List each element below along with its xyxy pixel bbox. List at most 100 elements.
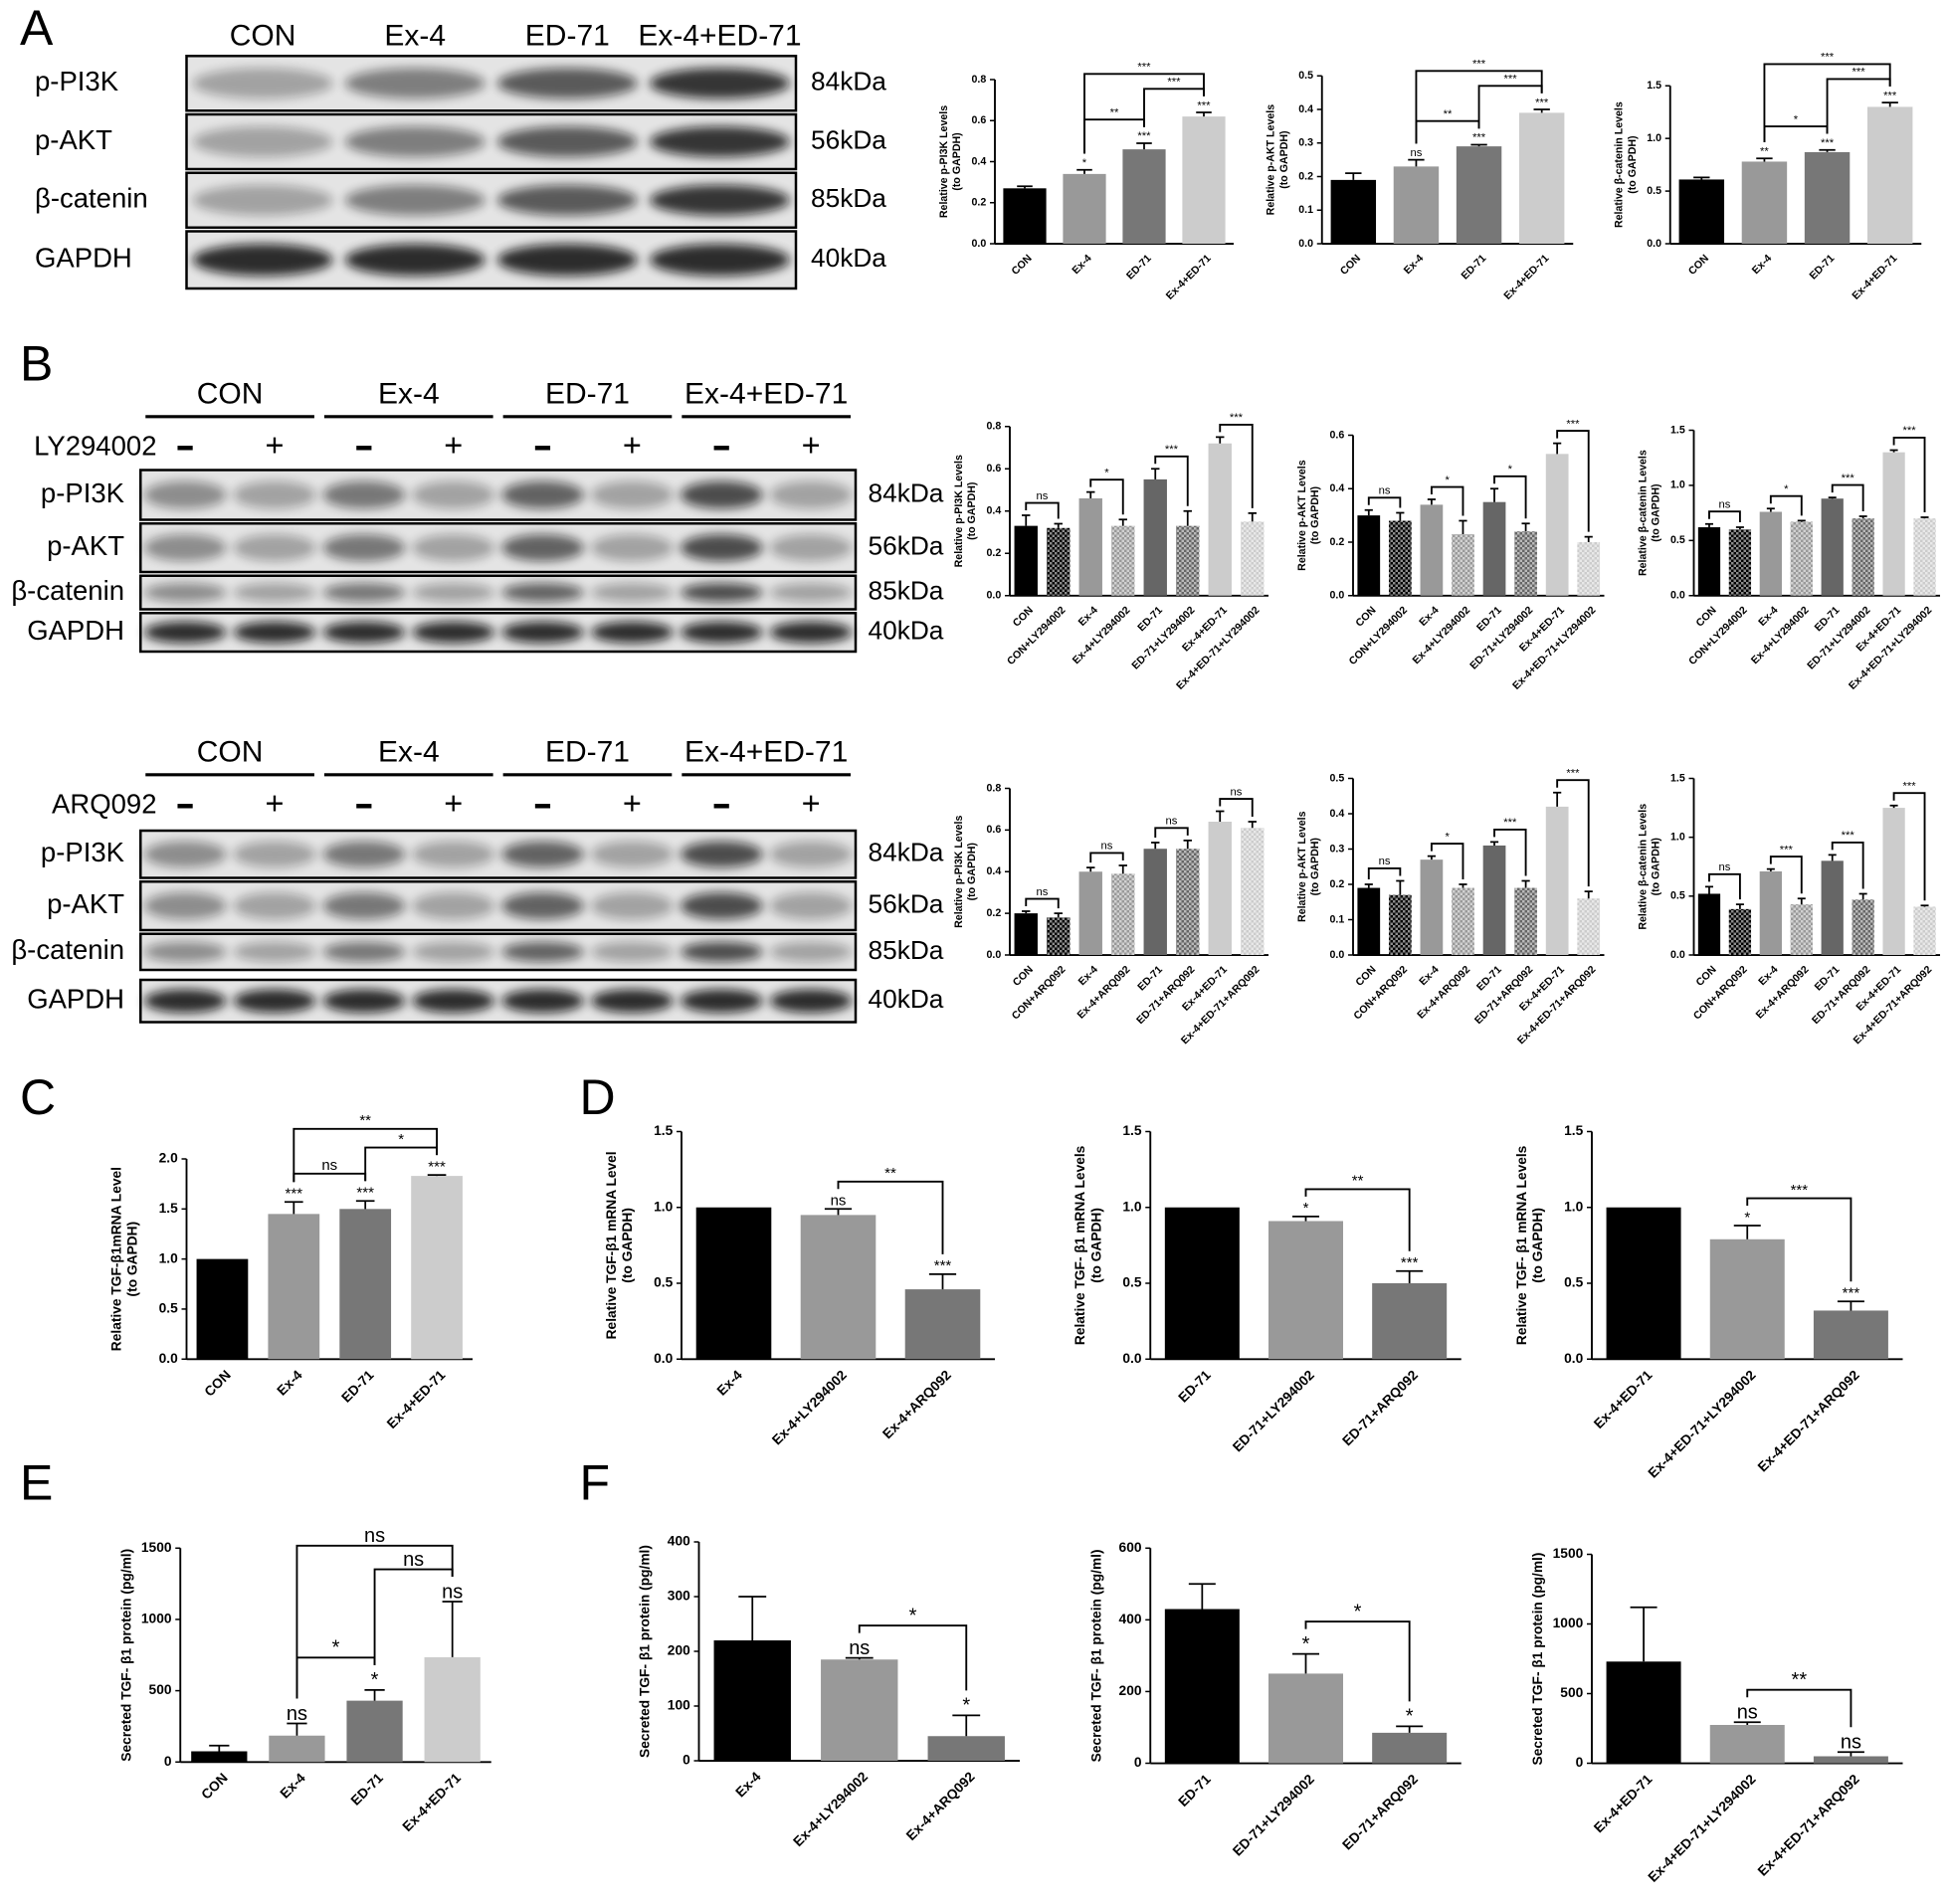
bar bbox=[424, 1656, 481, 1763]
blot-band bbox=[680, 621, 763, 644]
bar bbox=[1268, 1221, 1343, 1360]
error-bar bbox=[1889, 449, 1898, 453]
bar bbox=[1357, 515, 1381, 596]
y-tick-label: 500 bbox=[1560, 1685, 1583, 1700]
group-label: CON bbox=[230, 19, 296, 52]
significance-label: * bbox=[1354, 1601, 1362, 1622]
blot-band bbox=[322, 480, 406, 509]
significance-label: *** bbox=[1902, 425, 1916, 437]
y-axis-label: Relative β-catenin Levels bbox=[1614, 101, 1626, 228]
group-label: Ex-4+ED-71 bbox=[684, 735, 848, 768]
x-tick-label: ED-71 bbox=[348, 1770, 386, 1808]
significance-bracket bbox=[837, 1180, 944, 1254]
bar bbox=[1063, 173, 1106, 244]
y-tick-label: 0.2 bbox=[972, 197, 987, 209]
significance-bracket bbox=[1746, 1197, 1852, 1282]
y-tick-label: 0.6 bbox=[987, 824, 1002, 836]
y-tick-label: 0.4 bbox=[1330, 808, 1345, 820]
significance-label: * bbox=[1744, 1209, 1750, 1226]
blot-band bbox=[501, 989, 584, 1014]
bar bbox=[1759, 870, 1782, 955]
significance-bracket bbox=[1304, 1188, 1411, 1251]
minus-sign: - bbox=[354, 782, 374, 824]
bar bbox=[1372, 1283, 1448, 1360]
error-bar bbox=[427, 1174, 447, 1177]
y-tick-label: 0.0 bbox=[972, 238, 987, 250]
blot-band bbox=[680, 891, 763, 920]
y-tick-label: 0.8 bbox=[987, 782, 1002, 794]
blot-band bbox=[143, 480, 227, 509]
x-tick-label: Ex-4+LY294002 bbox=[790, 1769, 871, 1849]
significance-bracket bbox=[1769, 856, 1803, 894]
y-axis-label: Relative β-catenin Levels bbox=[1637, 450, 1649, 576]
blot-band bbox=[192, 126, 333, 157]
blot-band bbox=[501, 480, 584, 509]
x-tick-label: Ex-4 bbox=[1076, 964, 1100, 988]
y-tick-label: 0.5 bbox=[1670, 534, 1685, 546]
significance-label: *** bbox=[1842, 473, 1855, 484]
panel-label: E bbox=[20, 1455, 53, 1511]
blot-band bbox=[192, 68, 333, 99]
bar bbox=[1545, 454, 1569, 596]
blot-band bbox=[412, 891, 495, 920]
error-bar bbox=[1693, 176, 1710, 180]
error-bar bbox=[1733, 1225, 1761, 1239]
minus-sign: - bbox=[533, 782, 553, 824]
y-tick-label: 1.0 bbox=[654, 1199, 673, 1214]
y-axis-label: Secreted TGF- β1 protein (pg/ml) bbox=[1530, 1553, 1545, 1766]
error-bar bbox=[1188, 1583, 1216, 1610]
significance-bracket bbox=[1304, 1620, 1411, 1702]
y-tick-label: 0.0 bbox=[1298, 238, 1313, 250]
y-tick-label: 0 bbox=[164, 1754, 172, 1769]
bar bbox=[196, 1258, 249, 1360]
size-label: 56kDa bbox=[811, 124, 886, 154]
bar bbox=[1456, 146, 1502, 244]
x-tick-label: Ex-4 bbox=[1756, 964, 1780, 988]
protein-label: β-catenin bbox=[11, 575, 124, 606]
significance-bracket bbox=[1493, 828, 1527, 876]
x-tick-label: Ex-4+ED-71 bbox=[1591, 1772, 1656, 1836]
group-label: Ex-4 bbox=[378, 377, 440, 410]
y-tick-label: 0 bbox=[682, 1753, 690, 1768]
blot-band bbox=[591, 841, 674, 868]
significance-bracket bbox=[1763, 125, 1829, 143]
y-tick-label: 1.5 bbox=[1122, 1123, 1141, 1138]
x-tick-label: ED-71+ARQ092 bbox=[1339, 1367, 1421, 1448]
y-tick-label: 0.0 bbox=[159, 1351, 178, 1366]
bar bbox=[1357, 887, 1381, 955]
significance-bracket bbox=[1708, 872, 1741, 900]
error-bar bbox=[1054, 522, 1063, 528]
significance-label: * bbox=[1784, 483, 1789, 495]
bar bbox=[1697, 893, 1721, 955]
y-tick-label: 0.4 bbox=[1298, 103, 1313, 115]
x-tick-label: Ex-4+ED-71+ARQ092 bbox=[1755, 1367, 1862, 1474]
significance-label: *** bbox=[1842, 830, 1855, 842]
blot-band bbox=[680, 941, 763, 963]
blot-band bbox=[412, 533, 495, 562]
y-axis-label: Secreted TGF- β1 protein (pg/ml) bbox=[118, 1549, 133, 1762]
y-axis-label: Secreted TGF- β1 protein (pg/ml) bbox=[638, 1545, 653, 1758]
significance-bracket bbox=[1769, 494, 1803, 516]
protein-label: p-AKT bbox=[47, 888, 124, 919]
y-tick-label: 0.3 bbox=[1330, 843, 1345, 855]
blot-band bbox=[680, 841, 763, 868]
bar bbox=[1821, 498, 1844, 596]
x-tick-label: CON bbox=[202, 1368, 234, 1400]
size-label: 40kDa bbox=[869, 616, 944, 646]
blot-band bbox=[591, 891, 674, 920]
x-tick-label: ED-71 bbox=[1460, 253, 1489, 283]
error-bar bbox=[1837, 1751, 1864, 1757]
bar bbox=[1208, 822, 1232, 955]
error-bar bbox=[287, 1722, 307, 1736]
x-tick-label: ED-71+LY294002 bbox=[1230, 1772, 1317, 1859]
significance-label: *** bbox=[1902, 780, 1916, 792]
significance-label: *** bbox=[1197, 99, 1211, 111]
x-tick-label: Ex-4+ARQ092 bbox=[903, 1769, 978, 1843]
blot-band bbox=[143, 941, 227, 963]
x-tick-label: ED-71 bbox=[1135, 964, 1165, 994]
significance-bracket bbox=[1430, 485, 1464, 516]
significance-bracket bbox=[1025, 501, 1060, 519]
bar bbox=[1813, 1310, 1888, 1360]
error-bar bbox=[1756, 157, 1773, 162]
y-tick-label: 0.2 bbox=[987, 547, 1002, 559]
